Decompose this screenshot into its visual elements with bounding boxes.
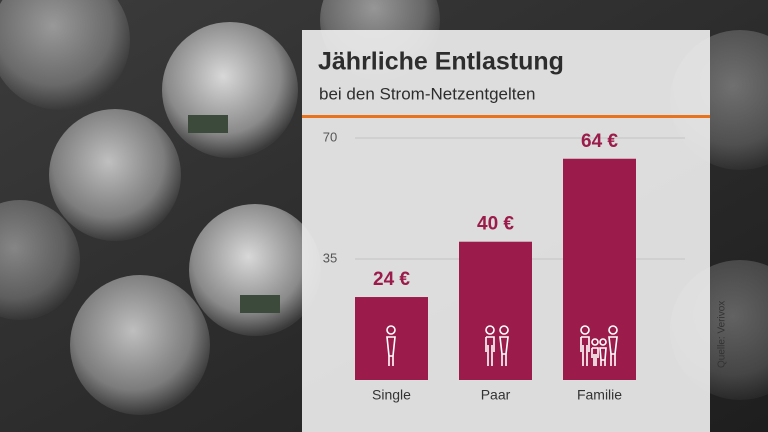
bar	[563, 158, 636, 380]
y-tick-label: 35	[323, 250, 337, 265]
source: Quelle: Verivox	[717, 301, 728, 368]
chart-subtitle: bei den Strom-Netzentgelten	[319, 84, 535, 103]
value-label: 64 €	[581, 131, 618, 152]
value-label: 24 €	[373, 269, 410, 290]
y-tick-label: 70	[323, 129, 337, 144]
value-label: 40 €	[477, 214, 514, 235]
x-tick-label: Familie	[577, 387, 622, 403]
bar	[355, 297, 428, 380]
plot: 35 70 24 € Single 40 € Paar 64 € Familie	[323, 129, 685, 403]
accent-line	[302, 115, 710, 118]
x-tick-label: Single	[372, 387, 411, 403]
x-tick-label: Paar	[481, 387, 511, 403]
bar	[459, 241, 532, 380]
icons	[386, 325, 618, 366]
chart-title: Jährliche Entlastung	[318, 48, 564, 76]
